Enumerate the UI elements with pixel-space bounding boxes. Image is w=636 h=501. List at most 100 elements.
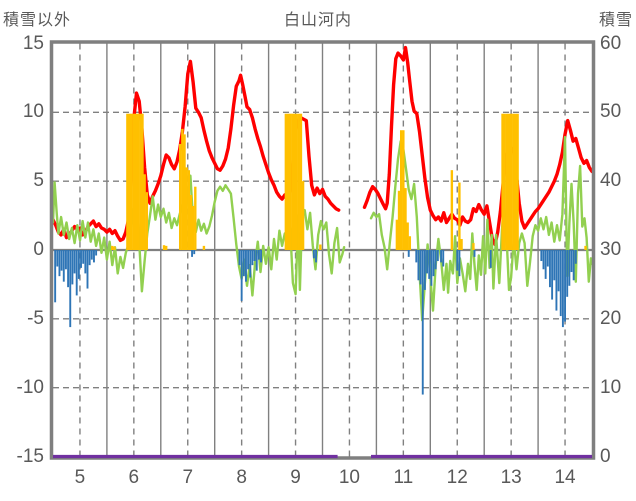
orange-bars-bar [130, 113, 133, 251]
blue-bars-bar [564, 250, 566, 322]
blue-bars-bar [549, 250, 551, 288]
blue-bars-bar [442, 250, 445, 267]
orange-bars-bar [134, 113, 138, 251]
blue-bars-bar [249, 250, 252, 278]
y-right-tick-60: 60 [600, 32, 622, 54]
blue-bars-bar [489, 250, 492, 268]
orange-bars-bar [139, 113, 142, 251]
blue-bars-bar [67, 250, 70, 288]
orange-bars-bar [512, 113, 515, 251]
orange-bars-bar [293, 113, 296, 251]
blue-bars-bar [568, 250, 571, 286]
blue-bars-bar [415, 250, 418, 263]
blue-bars-bar [553, 250, 556, 281]
blue-bars-bar [436, 250, 439, 262]
x-tick-7: 7 [182, 467, 194, 488]
blue-bars-bar [419, 250, 422, 285]
orange-bars-bar [514, 113, 517, 251]
blue-bars-bar [82, 250, 85, 264]
blue-bars-bar [255, 250, 258, 271]
blue-bars-bar [430, 250, 433, 286]
orange-bars-bar [295, 113, 298, 251]
blue-bars-bar [95, 250, 98, 256]
blue-bars-bar [421, 250, 424, 395]
orange-bars-bar [185, 167, 188, 250]
orange-bars-bar [584, 245, 587, 250]
y-left-tick--10: -10 [16, 376, 44, 398]
blue-bars-bar [423, 250, 426, 290]
orange-bars-bar [399, 130, 403, 250]
blue-bars-bar [440, 250, 443, 263]
orange-bars-bar [297, 113, 300, 251]
blue-bars-bar [77, 250, 80, 279]
orange-bars-bar [132, 113, 136, 251]
x-tick-10: 10 [338, 467, 360, 488]
orange-bars-bar [113, 246, 116, 250]
blue-bars-bar [90, 250, 93, 260]
blue-bars-bar [417, 250, 420, 281]
blue-bars-bar [572, 250, 575, 281]
blue-bars-bar [426, 250, 429, 274]
orange-bars-bar [404, 188, 407, 250]
y-right-tick-30: 30 [600, 239, 622, 260]
orange-bars-bar [395, 219, 399, 250]
orange-bars-bar [299, 113, 303, 251]
blue-bars-bar [71, 250, 74, 285]
blue-bars-bar [54, 250, 57, 303]
y-left-tick--15: -15 [16, 445, 44, 467]
orange-bars-bar [286, 113, 290, 251]
blue-bars-bar [432, 250, 435, 277]
orange-bars-bar [458, 182, 461, 250]
blue-bars-bar [58, 250, 61, 277]
orange-bars-bar [472, 243, 475, 250]
blue-bars-bar [84, 250, 87, 274]
blue-bars-bar [559, 250, 562, 317]
blue-bars-bar [458, 250, 461, 277]
left-axis-title: 積雪以外 [3, 12, 72, 29]
orange-bars-bar [408, 236, 412, 250]
x-tick-9: 9 [290, 467, 301, 488]
orange-bars-bar [509, 113, 513, 251]
orange-bars-bar [141, 113, 144, 251]
x-tick-11: 11 [393, 467, 414, 488]
orange-bars-bar [111, 245, 114, 250]
x-tick-6: 6 [128, 467, 140, 488]
blue-bars-bar [551, 250, 554, 300]
orange-bars-bar [460, 238, 463, 250]
orange-bars-bar [181, 128, 184, 250]
orange-bars-bar [402, 130, 405, 250]
blue-bars-bar [407, 250, 410, 257]
blue-bars-bar [60, 250, 63, 271]
y-right-tick-50: 50 [600, 101, 622, 123]
blue-bars-bar [73, 250, 76, 274]
blue-bars-bar [242, 250, 245, 277]
blue-bars-bar [566, 250, 569, 297]
x-tick-5: 5 [74, 467, 86, 488]
blue-bars-bar [69, 250, 72, 328]
orange-bars-bar [162, 245, 166, 250]
orange-bars-bar [143, 174, 146, 250]
blue-bars-bar [253, 250, 256, 262]
y-right-tick-40: 40 [600, 170, 622, 192]
blue-bars-bar [544, 250, 547, 279]
blue-bars-bar [247, 250, 250, 270]
y-left-tick--5: -5 [27, 307, 44, 329]
orange-bars-bar [202, 245, 206, 250]
x-tick-12: 12 [446, 467, 468, 488]
blue-bars-bar [86, 250, 89, 289]
y-left-tick-15: 15 [22, 32, 44, 54]
blue-bars-bar [312, 250, 315, 259]
blue-bars-bar [75, 250, 78, 296]
x-tick-14: 14 [554, 467, 576, 488]
blue-bars-bar [570, 250, 573, 273]
blue-bars-bar [80, 250, 82, 268]
orange-bars-bar [505, 113, 509, 251]
blue-bars-bar [546, 250, 549, 267]
blue-bars-bar [245, 250, 247, 282]
y-right-tick-10: 10 [600, 376, 622, 398]
orange-bars-bar [288, 113, 292, 251]
blue-bars-bar [473, 250, 476, 257]
orange-bars-bar [284, 113, 288, 251]
